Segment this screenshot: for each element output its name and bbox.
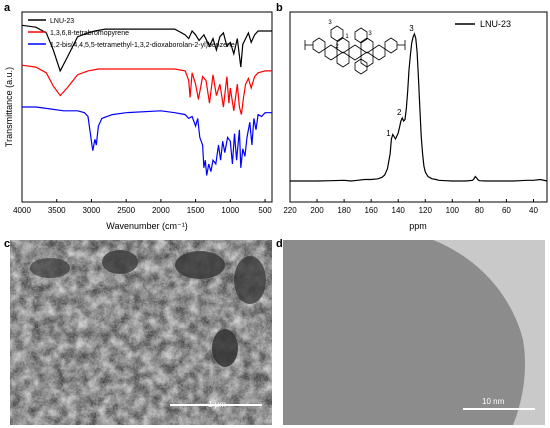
nmr-x-tick-label: 100	[446, 206, 460, 215]
nmr-x-tick-label: 120	[419, 206, 433, 215]
nmr-x-tick-label: 220	[283, 206, 297, 215]
structure-position-label: 3	[328, 20, 332, 26]
nmr-x-tick-label: 40	[529, 206, 538, 215]
ftir-x-tick-label: 2500	[117, 206, 135, 215]
ftir-x-tick-label: 2000	[152, 206, 170, 215]
structure-position-label: 1	[345, 34, 349, 40]
ftir-x-tick-label: 500	[258, 206, 272, 215]
ftir-x-axis-label: Wavenumber (cm⁻¹)	[106, 221, 187, 231]
ftir-x-tick-label: 4000	[13, 206, 31, 215]
tem-scale-label: 10 nm	[482, 397, 505, 406]
ftir-chart: 4000 3500 3000 2500 2000 1500 1000 500 LNU-23 1,…	[4, 11, 273, 231]
panel-letter-c: c	[4, 238, 11, 250]
sem-texture	[10, 240, 272, 425]
structure-position-label: 2	[335, 44, 339, 50]
ftir-legend-label: LNU-23	[50, 18, 74, 25]
nmr-peak-label: 2	[397, 108, 402, 117]
nmr-x-tick-label: 140	[392, 206, 406, 215]
nmr-chart: 220 200 180 160 140 120 100 80 60 40 123 LNU-23 3…	[283, 11, 548, 231]
ftir-series-line-2	[21, 64, 272, 115]
nmr-x-tick-label: 180	[337, 206, 351, 215]
panel-letter-b: b	[276, 2, 283, 14]
nmr-legend-label: LNU-23	[480, 19, 511, 29]
ftir-series-line-1	[21, 24, 272, 73]
nmr-plot-frame	[289, 11, 548, 203]
nmr-x-tick-label: 80	[475, 206, 484, 215]
sem-scale-label: 1 μm	[208, 400, 226, 409]
ftir-x-tick-label: 1500	[187, 206, 205, 215]
ftir-series-line-3	[22, 106, 272, 176]
nmr-peak-label: 1	[386, 129, 391, 138]
nmr-peak-label: 3	[409, 24, 414, 33]
nmr-x-tick-label: 60	[502, 206, 511, 215]
ftir-legend-label: 1,2-bis(4,4,5,5-tetramethyl-1,3,2-dioxab…	[50, 42, 235, 49]
nmr-spectrum-line	[290, 32, 548, 182]
tem-micrograph: 10 nm	[283, 240, 545, 425]
tem-texture	[283, 240, 545, 425]
structure-position-label: 3	[368, 31, 372, 37]
ftir-x-tick-label: 3000	[83, 206, 101, 215]
ftir-y-axis-label: Transmittance (a.u.)	[4, 67, 14, 147]
ftir-x-tick-label: 1000	[221, 206, 239, 215]
tem-scale-bar	[463, 408, 535, 410]
ftir-legend-label: 1,3,6,8-tetrabromopyrene	[50, 30, 129, 37]
nmr-x-axis-label: ppm	[409, 221, 427, 231]
ftir-x-tick-label: 3500	[48, 206, 66, 215]
sem-micrograph: 1 μm	[10, 240, 272, 425]
lnu-23-structure-diagram	[304, 25, 406, 75]
nmr-x-tick-label: 200	[310, 206, 324, 215]
sem-scale-bar	[170, 404, 262, 406]
nmr-x-tick-label: 160	[364, 206, 378, 215]
panel-letter-a: a	[4, 2, 11, 14]
panel-letter-d: d	[276, 238, 283, 250]
